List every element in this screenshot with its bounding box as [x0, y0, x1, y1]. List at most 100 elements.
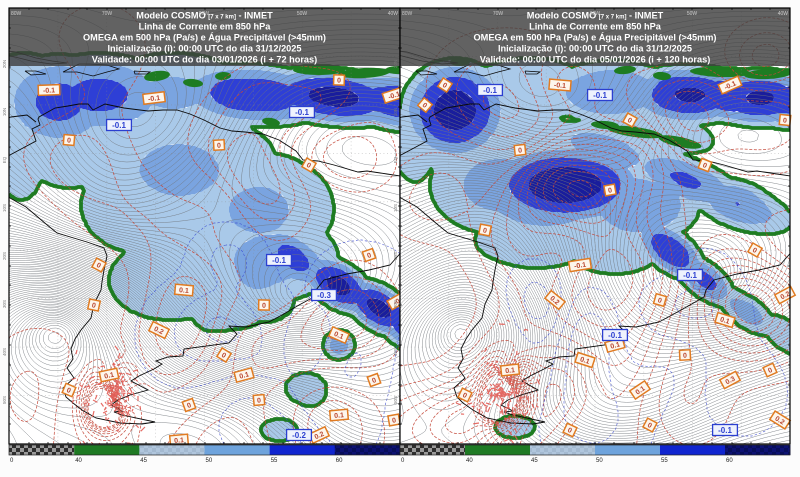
svg-text:0.1: 0.1	[719, 316, 730, 326]
svg-text:0: 0	[371, 377, 377, 385]
svg-text:0: 0	[518, 147, 523, 154]
svg-text:-0.2: -0.2	[292, 431, 306, 440]
svg-text:Modelo COSMO [7 x 7 km] - INME: Modelo COSMO [7 x 7 km] - INMET	[136, 10, 273, 20]
svg-text:-0.1: -0.1	[112, 121, 126, 130]
svg-text:0: 0	[262, 303, 266, 310]
svg-text:0: 0	[646, 422, 653, 430]
svg-text:-0.1: -0.1	[593, 91, 607, 100]
svg-text:EQ: EQ	[393, 156, 398, 163]
svg-text:0: 0	[421, 102, 429, 110]
svg-text:0.1: 0.1	[635, 385, 647, 396]
svg-text:40S: 40S	[2, 348, 7, 356]
svg-text:40S: 40S	[393, 348, 398, 356]
svg-text:20S: 20S	[2, 252, 7, 260]
svg-text:10N: 10N	[2, 108, 7, 116]
svg-text:0.1: 0.1	[610, 341, 621, 350]
svg-text:-0.1: -0.1	[718, 426, 732, 435]
svg-text:-0.3: -0.3	[317, 291, 331, 300]
svg-text:0.2: 0.2	[153, 326, 165, 337]
svg-text:Linha de Corrente em 850 hPa: Linha de Corrente em 850 hPa	[529, 21, 662, 31]
svg-text:0.1: 0.1	[179, 287, 189, 295]
svg-text:60: 60	[726, 458, 733, 464]
svg-text:Inicialização (i): 00:00 UTC d: Inicialização (i): 00:00 UTC do dia 31/1…	[498, 44, 692, 54]
svg-text:OMEGA em 500 hPa (Pa/s) e Água: OMEGA em 500 hPa (Pa/s) e Água Precipitá…	[474, 32, 717, 43]
svg-text:0: 0	[366, 252, 372, 260]
svg-text:-0.1: -0.1	[483, 86, 497, 95]
svg-text:40: 40	[75, 458, 82, 464]
svg-text:-0.1: -0.1	[724, 80, 738, 91]
svg-text:10S: 10S	[2, 204, 7, 212]
svg-text:0: 0	[186, 402, 192, 410]
svg-text:0.1: 0.1	[104, 372, 115, 381]
svg-text:0.2: 0.2	[773, 415, 785, 426]
svg-text:Linha de Corrente em 850 hPa: Linha de Corrente em 850 hPa	[139, 21, 272, 31]
svg-text:0: 0	[441, 82, 448, 90]
svg-text:0: 0	[305, 162, 312, 170]
svg-text:-0.1: -0.1	[148, 95, 161, 103]
svg-text:Validade: 00:00 UTC do dia 03/: Validade: 00:00 UTC do dia 03/01/2026 (i…	[92, 55, 317, 65]
svg-text:0.1: 0.1	[239, 371, 250, 380]
svg-text:-0.1: -0.1	[554, 82, 567, 90]
svg-text:0: 0	[257, 397, 262, 404]
svg-text:45: 45	[140, 458, 147, 464]
svg-text:0.1: 0.1	[579, 356, 591, 366]
svg-text:0: 0	[392, 417, 397, 425]
svg-text:0: 0	[608, 187, 613, 195]
svg-text:10S: 10S	[393, 204, 398, 212]
svg-text:0.2: 0.2	[780, 291, 792, 302]
svg-text:0: 0	[461, 392, 468, 400]
svg-text:0.3: 0.3	[725, 376, 737, 387]
svg-text:0: 0	[783, 117, 788, 124]
svg-text:30S: 30S	[2, 300, 7, 308]
svg-text:0: 0	[701, 162, 707, 170]
svg-text:50S: 50S	[393, 396, 398, 404]
svg-text:60W: 60W	[199, 11, 210, 17]
svg-text:EQ: EQ	[2, 156, 7, 163]
svg-text:70W: 70W	[102, 11, 113, 17]
svg-text:0: 0	[91, 302, 96, 310]
svg-text:55: 55	[661, 458, 668, 464]
svg-text:40W: 40W	[778, 11, 789, 17]
svg-text:60W: 60W	[590, 11, 601, 17]
svg-text:-0.1: -0.1	[574, 262, 587, 271]
svg-text:Inicialização (i): 00:00 UTC d: Inicialização (i): 00:00 UTC do dia 31/1…	[107, 44, 301, 54]
svg-text:50W: 50W	[297, 11, 308, 17]
svg-text:0.1: 0.1	[334, 412, 344, 420]
svg-text:60: 60	[336, 458, 343, 464]
svg-text:OMEGA em 500 hPa (Pa/s) e Água: OMEGA em 500 hPa (Pa/s) e Água Precipitá…	[83, 32, 326, 43]
svg-text:0: 0	[626, 117, 633, 125]
svg-text:0: 0	[337, 78, 341, 85]
svg-text:80W: 80W	[402, 11, 413, 17]
svg-text:0: 0	[751, 247, 758, 255]
svg-text:0: 0	[217, 142, 221, 149]
svg-text:Validade: 00:00 UTC do dia 05/: Validade: 00:00 UTC do dia 05/01/2026 (i…	[480, 55, 711, 65]
svg-text:0: 0	[657, 297, 663, 305]
svg-text:45: 45	[531, 458, 538, 464]
svg-text:0: 0	[401, 458, 405, 464]
svg-text:Modelo COSMO [7 x 7 km] - INME: Modelo COSMO [7 x 7 km] - INMET	[527, 10, 664, 20]
svg-text:70W: 70W	[493, 11, 504, 17]
svg-text:0: 0	[767, 367, 774, 375]
svg-text:20N: 20N	[393, 60, 398, 68]
svg-text:10N: 10N	[393, 108, 398, 116]
svg-text:50W: 50W	[687, 11, 698, 17]
svg-text:20N: 20N	[2, 60, 7, 68]
svg-text:-0.1: -0.1	[295, 108, 309, 117]
svg-text:0.1: 0.1	[333, 331, 345, 341]
svg-text:40W: 40W	[388, 11, 399, 17]
svg-text:0: 0	[220, 352, 227, 360]
svg-text:50: 50	[596, 458, 603, 464]
svg-text:-0.1: -0.1	[388, 91, 402, 101]
svg-text:0: 0	[683, 352, 687, 359]
svg-text:0: 0	[566, 427, 573, 435]
svg-text:0: 0	[482, 227, 487, 235]
svg-text:30S: 30S	[393, 300, 398, 308]
svg-text:0: 0	[67, 137, 72, 144]
svg-text:0.2: 0.2	[548, 295, 560, 307]
svg-text:80W: 80W	[11, 11, 22, 17]
svg-text:0.1: 0.1	[505, 367, 516, 375]
svg-text:-0.1: -0.1	[683, 271, 697, 280]
svg-text:55: 55	[271, 458, 278, 464]
svg-text:20S: 20S	[393, 252, 398, 260]
svg-text:-0.1: -0.1	[43, 87, 55, 94]
